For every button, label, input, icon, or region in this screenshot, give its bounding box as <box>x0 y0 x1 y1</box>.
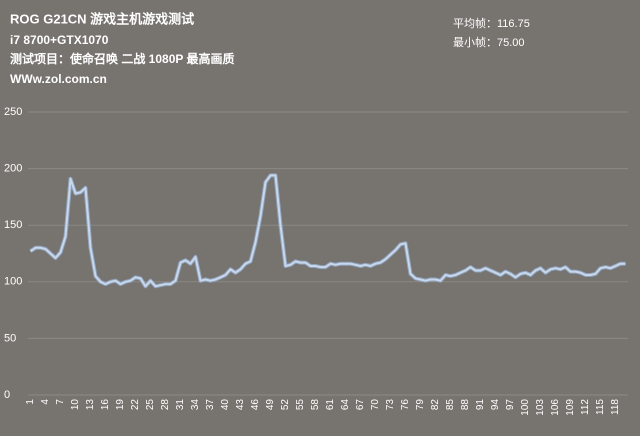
x-tick-label: 73 <box>385 399 396 411</box>
x-tick-label: 109 <box>565 399 576 416</box>
y-tick-label: 200 <box>4 163 22 175</box>
x-tick-label: 13 <box>85 399 96 411</box>
x-tick-label: 115 <box>595 399 606 415</box>
x-tick-label: 37 <box>205 399 216 411</box>
y-tick-label: 250 <box>4 106 22 118</box>
x-tick-label: 100 <box>520 399 531 416</box>
x-tick-label: 1 <box>25 399 36 405</box>
y-tick-label: 100 <box>4 276 22 288</box>
annotation: WWw.zol.com.cn <box>10 72 107 86</box>
line <box>29 174 626 288</box>
x-tick-label: 76 <box>400 399 411 411</box>
annotation: 测试项目：使命召唤 二战 1080P 最高画质 <box>10 51 235 66</box>
y-tick-label: 0 <box>4 389 10 401</box>
x-tick-label: 43 <box>235 399 246 411</box>
chart-subtitle: i7 8700+GTX1070 <box>10 33 109 47</box>
x-tick-label: 112 <box>580 399 591 415</box>
annotation: 最小帧：75.00 <box>453 35 525 49</box>
x-tick-label: 16 <box>100 399 111 411</box>
x-tick-label: 46 <box>250 399 261 411</box>
x-tick-label: 82 <box>430 399 441 411</box>
x-tick-label: 91 <box>475 399 486 411</box>
x-tick-label: 94 <box>490 399 501 411</box>
x-tick-label: 7 <box>55 399 66 405</box>
x-tick-label: 22 <box>130 399 141 411</box>
x-tick-label: 67 <box>355 399 366 411</box>
x-tick-label: 85 <box>445 399 456 411</box>
x-tick-label: 10 <box>70 399 81 411</box>
x-tick-label: 31 <box>175 399 186 411</box>
x-tick-label: 70 <box>370 399 381 411</box>
x-tick-label: 25 <box>145 399 156 411</box>
x-tick-label: 19 <box>115 399 126 411</box>
annotation: 平均帧：116.75 <box>453 16 530 30</box>
x-tick-label: 106 <box>550 399 561 416</box>
x-tick-label: 97 <box>505 399 516 411</box>
x-tick-label: 55 <box>295 399 306 411</box>
x-tick-label: 64 <box>340 399 351 411</box>
x-tick-label: 40 <box>220 399 231 411</box>
x-tick-label: 28 <box>160 399 171 411</box>
x-tick-label: 118 <box>610 399 621 415</box>
y-tick-label: 50 <box>4 332 16 344</box>
x-tick-label: 79 <box>415 399 426 411</box>
x-tick-label: 4 <box>40 399 51 405</box>
x-tick-label: 61 <box>325 399 336 411</box>
y-tick-label: 150 <box>4 219 22 231</box>
x-tick-label: 88 <box>460 399 471 411</box>
x-tick-label: 34 <box>190 399 201 411</box>
x-tick-label: 103 <box>535 399 546 416</box>
x-tick-label: 52 <box>280 399 291 411</box>
chart-title: ROG G21CN 游戏主机游戏测试 <box>10 11 194 26</box>
x-tick-label: 58 <box>310 399 321 411</box>
x-tick-label: 49 <box>265 399 276 411</box>
